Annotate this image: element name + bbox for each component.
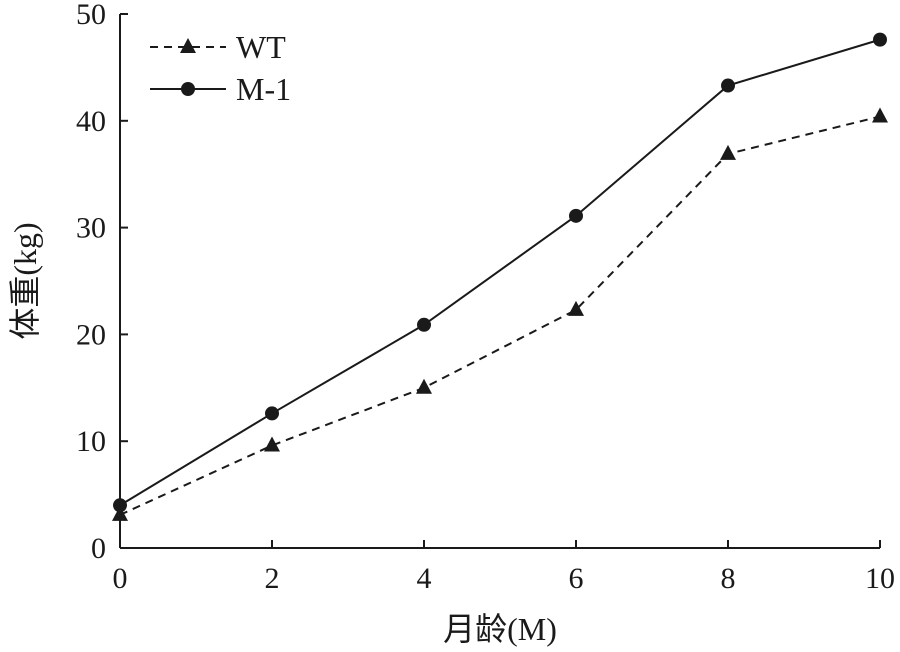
y-tick-label: 10	[76, 425, 106, 458]
x-tick-label: 8	[721, 562, 736, 595]
data-point	[568, 300, 584, 316]
data-point	[264, 436, 280, 452]
x-ticks: 0 2 4 6 8 10	[113, 540, 895, 595]
x-tick-label: 0	[113, 562, 128, 595]
y-ticks: 0 10 20 30 40 50	[76, 0, 128, 565]
y-tick-label: 40	[76, 105, 106, 138]
data-point	[721, 78, 735, 93]
y-tick-label: 20	[76, 318, 106, 351]
data-point	[417, 317, 431, 332]
x-tick-label: 6	[569, 562, 584, 595]
data-point	[569, 208, 583, 223]
y-tick-label: 50	[76, 0, 106, 31]
x-axis-label: 月龄(M)	[443, 611, 557, 647]
legend-label: M-1	[236, 71, 291, 107]
data-point	[873, 32, 887, 47]
y-tick-label: 30	[76, 212, 106, 245]
series-m-1	[113, 32, 887, 513]
axes	[119, 14, 880, 549]
y-axis-label: 体重(kg)	[7, 222, 43, 339]
data-point	[112, 505, 128, 521]
series-line	[119, 38, 881, 507]
x-tick-label: 4	[417, 562, 432, 595]
y-tick-label: 0	[91, 532, 106, 565]
data-point	[113, 498, 127, 513]
x-tick-label: 2	[265, 562, 280, 595]
series-layer	[112, 32, 888, 521]
data-point	[720, 144, 736, 160]
series-line	[119, 115, 881, 516]
x-tick-label: 10	[865, 562, 895, 595]
legend-marker	[180, 38, 196, 53]
series-wt	[112, 107, 888, 521]
data-point	[872, 107, 888, 123]
legend: WT M-1	[150, 29, 291, 107]
legend-marker	[181, 82, 195, 96]
data-point	[416, 378, 432, 394]
data-point	[265, 406, 279, 421]
legend-label: WT	[236, 29, 286, 65]
